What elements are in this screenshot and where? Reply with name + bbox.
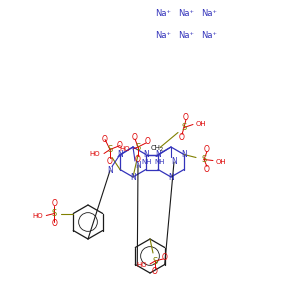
Text: O: O bbox=[204, 145, 210, 154]
Text: O: O bbox=[179, 133, 185, 142]
Text: N: N bbox=[155, 150, 161, 159]
Text: O: O bbox=[107, 157, 113, 166]
Text: NH: NH bbox=[155, 158, 165, 164]
Text: S: S bbox=[135, 142, 141, 152]
Text: N: N bbox=[107, 166, 113, 175]
Text: Na⁺: Na⁺ bbox=[178, 32, 194, 40]
Text: N: N bbox=[168, 172, 174, 182]
Text: S: S bbox=[201, 155, 207, 164]
Text: N: N bbox=[181, 150, 187, 159]
Text: Na⁺: Na⁺ bbox=[201, 32, 217, 40]
Text: HO: HO bbox=[119, 146, 130, 152]
Text: N: N bbox=[135, 160, 141, 169]
Text: HO: HO bbox=[136, 262, 147, 268]
Text: O: O bbox=[183, 113, 189, 122]
Text: O: O bbox=[135, 154, 141, 164]
Text: OH: OH bbox=[196, 121, 207, 127]
Text: NH: NH bbox=[142, 158, 152, 164]
Text: Na⁺: Na⁺ bbox=[155, 8, 171, 17]
Text: 2: 2 bbox=[160, 147, 163, 152]
Text: N: N bbox=[130, 172, 136, 182]
Text: O: O bbox=[162, 254, 168, 262]
Text: HO: HO bbox=[89, 151, 100, 157]
Text: N: N bbox=[143, 150, 149, 159]
Text: O: O bbox=[102, 135, 108, 144]
Text: Na⁺: Na⁺ bbox=[201, 8, 217, 17]
Text: Na⁺: Na⁺ bbox=[155, 32, 171, 40]
Text: HO: HO bbox=[33, 212, 43, 218]
Text: O: O bbox=[51, 199, 57, 208]
Text: O: O bbox=[51, 219, 57, 228]
Text: O: O bbox=[132, 133, 138, 142]
Text: S: S bbox=[52, 209, 57, 218]
Text: S: S bbox=[107, 145, 112, 154]
Text: S: S bbox=[182, 123, 187, 132]
Text: O: O bbox=[117, 141, 123, 150]
Text: O: O bbox=[145, 137, 151, 146]
Text: Na⁺: Na⁺ bbox=[178, 8, 194, 17]
Text: N: N bbox=[117, 150, 123, 159]
Text: O: O bbox=[204, 165, 210, 174]
Text: S: S bbox=[152, 256, 158, 266]
Text: OH: OH bbox=[216, 158, 226, 164]
Text: N: N bbox=[171, 158, 177, 166]
Text: CH: CH bbox=[151, 145, 161, 151]
Text: O: O bbox=[152, 266, 158, 275]
